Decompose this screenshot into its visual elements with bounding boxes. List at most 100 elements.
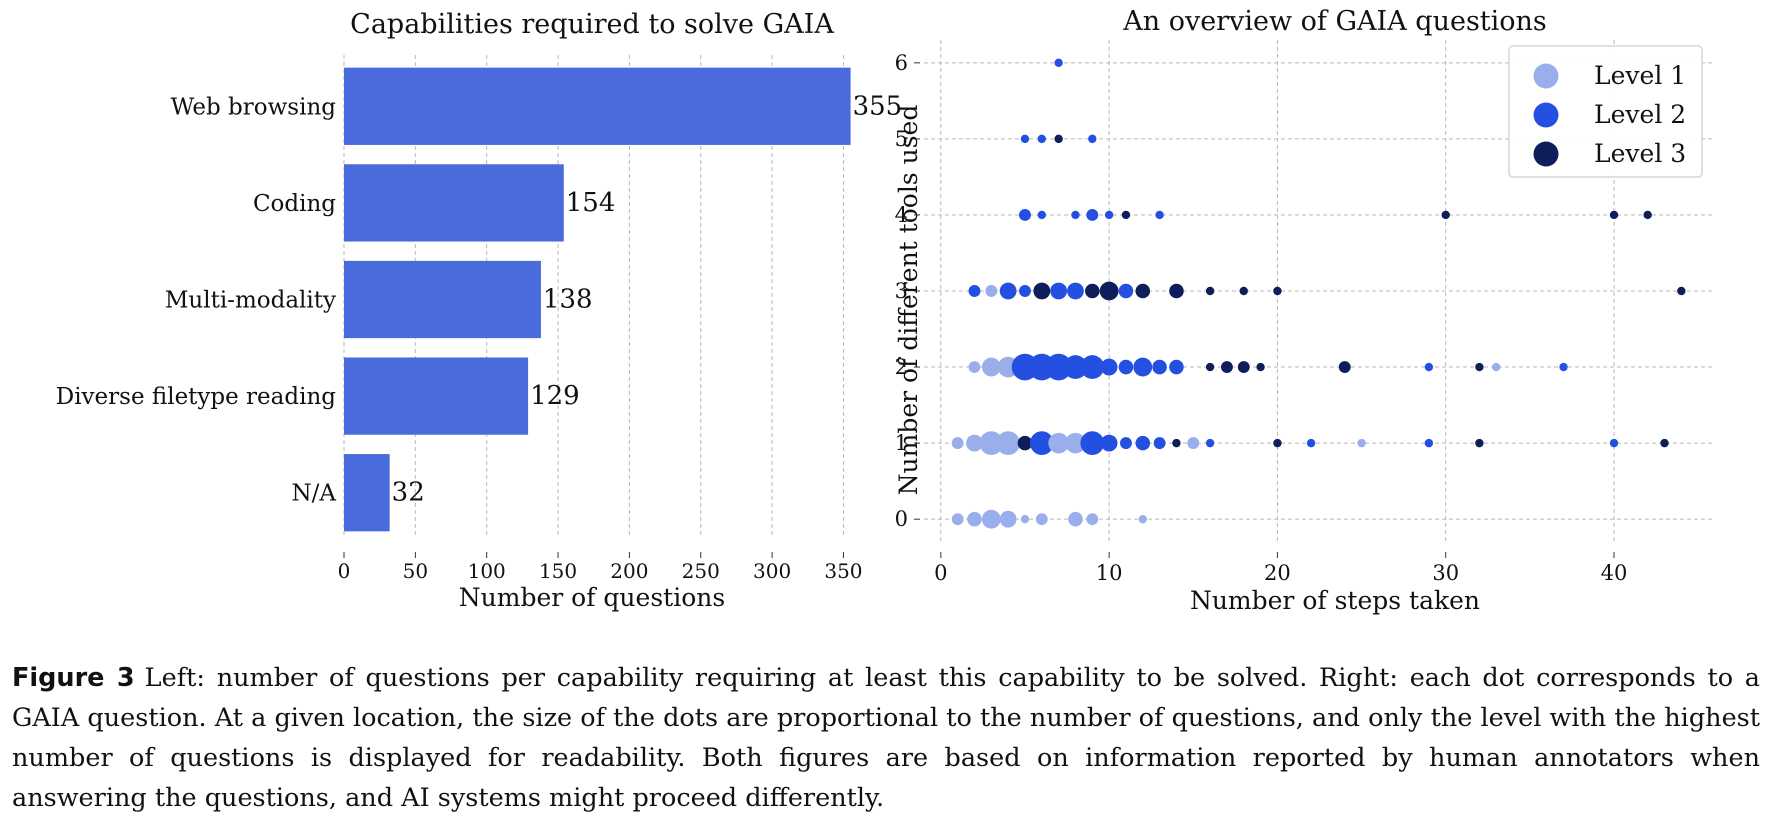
- scatter-point: [1237, 361, 1250, 374]
- scatter-point: [1120, 437, 1132, 450]
- figure-caption-label: Figure 3: [12, 663, 135, 693]
- scatter-point: [1019, 208, 1031, 221]
- scatter-point: [1643, 210, 1652, 220]
- scatter-point: [951, 513, 964, 526]
- scatter-y-tick-label: 4: [895, 203, 908, 227]
- scatter-point: [1065, 432, 1086, 454]
- bar-category-label: Web browsing: [171, 94, 337, 120]
- scatter-point: [1220, 361, 1233, 374]
- bar-value-label: 129: [530, 381, 580, 411]
- legend-marker: [1533, 141, 1559, 167]
- scatter-chart-y-ticks: 0 1 2 3 4 5 6: [895, 51, 920, 531]
- bar-chart-bars: [344, 67, 851, 532]
- bar-chart-x-axis-label: Number of questions: [459, 583, 725, 612]
- scatter-y-tick-label: 5: [895, 127, 908, 151]
- legend-label: Level 1: [1594, 61, 1686, 90]
- bar-chart-x-ticks: 0 50 100 150 200 250 300 350: [338, 552, 863, 583]
- scatter-point: [1104, 210, 1114, 220]
- scatter-point: [1080, 355, 1105, 379]
- bar-chart-value-labels: 355 154 138 129 32: [392, 91, 903, 507]
- bar-x-tick-label: 0: [338, 559, 351, 583]
- scatter-chart-points: [951, 58, 1686, 529]
- bar-x-tick-label: 250: [682, 559, 720, 583]
- bar-x-tick-label: 300: [753, 559, 791, 583]
- scatter-point: [1273, 438, 1282, 448]
- scatter-chart-x-axis-label: Number of steps taken: [1190, 586, 1480, 615]
- scatter-point: [1205, 286, 1215, 296]
- scatter-y-tick-label: 1: [895, 431, 908, 455]
- scatter-point: [1153, 437, 1166, 450]
- bar-category-label: Multi-modality: [165, 288, 336, 314]
- scatter-point: [1050, 282, 1068, 300]
- scatter-point: [1100, 434, 1118, 452]
- scatter-point: [1169, 283, 1184, 299]
- scatter-y-tick-label: 3: [895, 279, 908, 303]
- scatter-point: [999, 282, 1017, 300]
- scatter-x-tick-label: 40: [1601, 561, 1628, 585]
- scatter-point: [966, 434, 983, 452]
- scatter-point: [981, 357, 1001, 377]
- scatter-point: [1306, 438, 1316, 448]
- scatter-point: [951, 437, 964, 450]
- scatter-point: [1677, 286, 1686, 296]
- scatter-x-tick-label: 30: [1432, 561, 1459, 585]
- scatter-point: [1067, 282, 1084, 300]
- scatter-x-tick-label: 10: [1096, 561, 1123, 585]
- scatter-point: [1054, 134, 1063, 144]
- scatter-point: [1492, 362, 1501, 372]
- bar-chart-category-labels: Web browsing Coding Multi-modality Diverse …: [56, 94, 337, 506]
- bar-x-tick-label: 100: [468, 559, 506, 583]
- scatter-point: [1029, 431, 1054, 456]
- bar-value-label: 32: [392, 478, 425, 508]
- bar: [344, 454, 390, 532]
- bar-value-label: 154: [566, 188, 616, 218]
- scatter-point: [1172, 438, 1181, 448]
- scatter-point: [1017, 435, 1033, 451]
- scatter-point: [1086, 208, 1099, 221]
- legend-label: Level 2: [1594, 100, 1686, 129]
- scatter-point: [1239, 286, 1248, 296]
- scatter-point: [1035, 513, 1048, 526]
- scatter-point: [1169, 359, 1184, 375]
- scatter-chart-title: An overview of GAIA questions: [1122, 6, 1547, 37]
- scatter-point: [1424, 362, 1434, 372]
- scatter-point: [1138, 514, 1147, 524]
- bar-x-tick-label: 50: [403, 559, 428, 583]
- legend-marker: [1533, 102, 1559, 128]
- figure-caption: Figure 3 Left: number of questions per ca…: [12, 658, 1760, 818]
- scatter-chart-legend: Level 1 Level 2 Level 3: [1508, 45, 1703, 178]
- scatter-point: [1609, 438, 1619, 448]
- bar-x-tick-label: 150: [539, 559, 577, 583]
- scatter-chart-y-axis-label: Number of different tools used: [894, 105, 923, 496]
- scatter-point: [1256, 362, 1265, 372]
- scatter-point: [1054, 58, 1063, 68]
- scatter-point: [1135, 283, 1151, 299]
- bar-category-label: N/A: [292, 481, 337, 507]
- bar-category-label: Diverse filetype reading: [56, 384, 337, 410]
- scatter-y-tick-label: 6: [895, 51, 908, 75]
- scatter-point: [1155, 210, 1164, 220]
- scatter-x-tick-label: 0: [934, 561, 947, 585]
- scatter-point: [1068, 511, 1083, 527]
- scatter-point: [1475, 362, 1484, 372]
- bar-value-label: 138: [543, 285, 593, 315]
- scatter-point: [1559, 362, 1568, 372]
- scatter-point: [1048, 432, 1069, 454]
- scatter-point: [1019, 285, 1031, 297]
- scatter-point: [1187, 437, 1200, 450]
- scatter-point: [1118, 283, 1134, 299]
- scatter-point: [1085, 283, 1100, 299]
- bar: [344, 357, 529, 435]
- scatter-point: [1020, 514, 1030, 524]
- bar-category-label: Coding: [253, 191, 336, 217]
- scatter-point: [1135, 435, 1151, 451]
- scatter-point: [1118, 359, 1134, 375]
- scatter-point: [1121, 210, 1131, 220]
- bar-x-tick-label: 200: [610, 559, 648, 583]
- scatter-chart-x-ticks: 0 10 20 30 40: [934, 552, 1627, 585]
- scatter-point: [1133, 357, 1153, 377]
- scatter-y-tick-label: 2: [895, 355, 908, 379]
- scatter-point: [999, 510, 1017, 528]
- scatter-x-tick-label: 20: [1264, 561, 1291, 585]
- scatter-point: [1088, 134, 1097, 144]
